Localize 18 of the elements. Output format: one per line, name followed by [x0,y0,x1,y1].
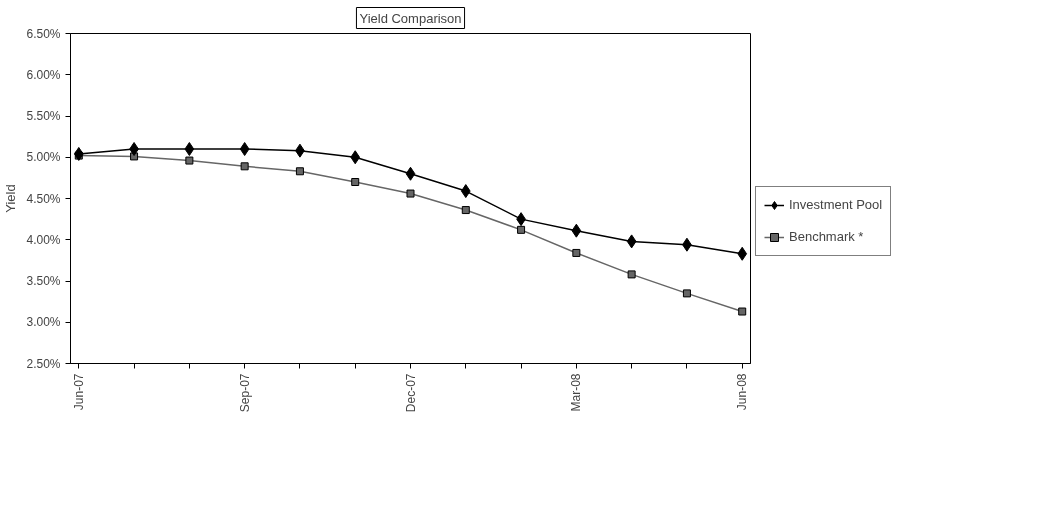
y-tick-label: 4.00% [26,232,61,247]
y-tick-label: 6.00% [26,67,61,82]
y-tick-label: 3.00% [26,315,61,330]
y-tick-label: 5.50% [26,109,61,123]
y-tick-label: 4.50% [26,191,61,206]
x-tick-label: Dec-07 [403,373,418,413]
legend-label: Benchmark * [789,229,864,244]
y-tick-label: 6.50% [26,26,61,41]
x-tick-label: Sep-07 [237,373,252,413]
y-tick-label: 3.50% [26,274,61,288]
y-tick-label: 2.50% [26,356,61,371]
chart-title: Yield Comparison [359,10,462,26]
x-tick-label: Jun-08 [735,373,750,411]
legend-label: Investment Pool [789,197,883,212]
x-tick-label: Jun-07 [71,373,86,411]
y-tick-label: 5.00% [26,150,61,165]
y-axis-title: Yield [3,184,19,213]
x-tick-label: Mar-08 [569,373,584,412]
